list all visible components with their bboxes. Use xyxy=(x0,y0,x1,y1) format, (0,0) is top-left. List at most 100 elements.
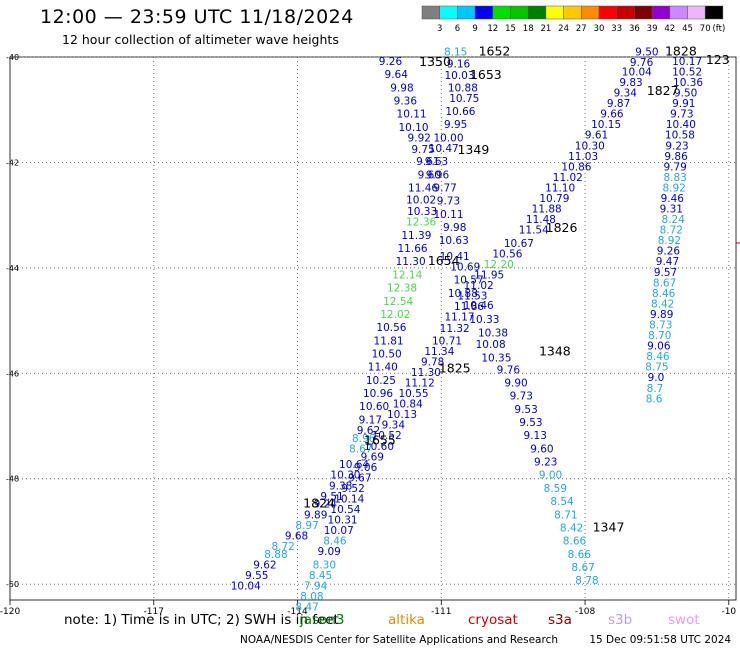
wave-height-label: 11.81 xyxy=(374,335,404,347)
legend-label: 30 xyxy=(594,24,605,34)
satellite-altika: altika xyxy=(388,612,425,628)
wave-height-label: 8.15 xyxy=(444,46,467,58)
wave-height-label: 8.59 xyxy=(544,483,567,495)
page-title: 12:00 — 23:59 UTC 11/18/2024 xyxy=(40,6,354,28)
pass-time-label: 1825 xyxy=(439,360,471,375)
wave-height-label: 9.73 xyxy=(670,109,693,121)
wave-height-label: 9.62 xyxy=(253,559,276,571)
wave-height-label: 9.77 xyxy=(433,182,456,194)
legend-label: 36 xyxy=(629,24,640,34)
pass-time-label: 1350 xyxy=(419,54,451,69)
lat-tick-label: -42 xyxy=(6,158,19,167)
wave-height-label: 9.38 xyxy=(329,480,352,492)
wave-height-label: 8.46 xyxy=(646,351,670,363)
wave-height-label: 10.69 xyxy=(450,262,480,274)
wave-height-label: 9.66 xyxy=(600,109,624,121)
wave-height-label: 8.75 xyxy=(645,362,668,374)
wave-height-label: 10.13 xyxy=(387,409,417,421)
wave-height-label: 9.24 xyxy=(314,499,338,511)
lon-tick-label: -111 xyxy=(431,607,451,617)
lon-tick-label: -108 xyxy=(575,607,596,617)
lat-tick-label: -50 xyxy=(6,580,19,589)
wave-height-label: 8.42 xyxy=(651,298,674,310)
wave-height-label: 10.88 xyxy=(448,82,478,94)
lon-tick-label: -114 xyxy=(287,607,308,617)
wave-height-label: 9.34 xyxy=(382,420,406,432)
wave-height-label: 10.40 xyxy=(666,119,696,131)
wave-height-label: 9.31 xyxy=(660,204,683,216)
wave-height-label: 9.55 xyxy=(245,570,268,582)
wave-height-label: 10.88 xyxy=(448,288,478,300)
wave-height-label: 11.32 xyxy=(440,323,470,335)
wave-height-label: 10.30 xyxy=(575,140,605,152)
wave-height-label: 9.06 xyxy=(647,341,671,353)
lat-tick-label: -48 xyxy=(6,475,19,484)
wave-height-label: 8.46 xyxy=(323,536,347,548)
wave-height-label: 9.06 xyxy=(354,462,378,474)
wave-height-label: 10.63 xyxy=(439,235,469,247)
pass-time-label: 1652 xyxy=(479,43,511,58)
wave-height-label: 10.07 xyxy=(324,525,354,537)
wave-height-label: 9.76 xyxy=(630,57,654,69)
wave-height-label: 8.73 xyxy=(649,320,672,332)
wave-height-label: 12.38 xyxy=(387,283,417,295)
wave-height-label: 8.70 xyxy=(648,330,671,342)
wave-height-label: 8.24 xyxy=(662,214,686,226)
wave-height-label: 9.13 xyxy=(524,430,547,442)
legend-label: 70 xyxy=(700,24,711,34)
wave-height-label: 10.11 xyxy=(433,209,463,221)
wave-height-label: 11.12 xyxy=(405,377,435,389)
wave-height-label: 10.25 xyxy=(366,375,396,387)
wave-height-label: 9.63 xyxy=(425,156,448,168)
wave-height-label: 9.53 xyxy=(519,417,542,429)
wave-height-label: 8.42 xyxy=(560,522,583,534)
pass-time-label: 1824 xyxy=(303,496,335,511)
wave-height-label: 11.46 xyxy=(408,182,438,194)
wave-height-label: 9.0 xyxy=(648,372,665,384)
wave-height-label: 10.38 xyxy=(478,327,508,339)
wave-height-label: 10.33 xyxy=(469,314,499,326)
pass-time-label: 1349 xyxy=(457,142,489,157)
wave-height-label: 11.40 xyxy=(368,362,398,374)
wave-height-label: 8.96 xyxy=(352,433,376,445)
wave-height-label: 9.53 xyxy=(514,404,537,416)
legend-label: 45 xyxy=(682,24,693,34)
wave-height-label: 8.08 xyxy=(300,591,323,603)
wave-height-label: 8.67 xyxy=(349,443,372,455)
wave-height-label: 8.66 xyxy=(563,536,587,548)
wave-height-label: 12.54 xyxy=(383,296,413,308)
wave-height-label: 10.60 xyxy=(364,441,394,453)
pass-time-label: 123 xyxy=(706,52,730,67)
wave-height-label: 8.67 xyxy=(571,562,594,574)
satellite-jason3: jason3 xyxy=(300,612,345,628)
wave-height-label: 9.09 xyxy=(317,546,340,558)
wave-height-label: 10.67 xyxy=(504,238,534,250)
pass-time-label: 1826 xyxy=(546,220,578,235)
pass-time-label: 1653 xyxy=(470,67,502,82)
wave-height-label: 9.86 xyxy=(664,151,688,163)
wave-height-label: 10.03 xyxy=(444,70,474,82)
wave-height-label: 10.84 xyxy=(393,399,423,411)
wave-height-label: 9.89 xyxy=(304,509,327,521)
wave-height-label: 11.02 xyxy=(553,172,583,184)
wave-height-label: 11.39 xyxy=(401,230,431,242)
wave-height-label: 11.30 xyxy=(396,256,426,268)
footer: NOAA/NESDIS Center for Satellite Applica… xyxy=(240,634,731,646)
wave-height-label: 8.72 xyxy=(271,541,294,553)
wave-height-label: 8.83 xyxy=(663,172,686,184)
wave-height-label: 8.97 xyxy=(295,520,318,532)
wave-height-label: 8.92 xyxy=(658,235,681,247)
footer-agency: NOAA/NESDIS Center for Satellite Applica… xyxy=(240,634,558,646)
wave-height-label: 9.79 xyxy=(663,161,686,173)
wave-height-label: 11.66 xyxy=(398,243,428,255)
wave-height-label: 10.56 xyxy=(376,322,406,334)
wave-height-label: 10.04 xyxy=(231,580,261,592)
pass-time-label: 1347 xyxy=(593,519,625,534)
legend-label: 3 xyxy=(437,24,442,34)
lon-tick-label: -10 xyxy=(721,607,736,617)
wave-height-label: 9.60 xyxy=(530,443,553,455)
wave-height-label: 11.10 xyxy=(545,182,575,194)
wave-height-label: 10.47 xyxy=(429,143,459,155)
wave-height-label: 12.14 xyxy=(392,269,422,281)
wave-height-label: 10.96 xyxy=(363,388,393,400)
